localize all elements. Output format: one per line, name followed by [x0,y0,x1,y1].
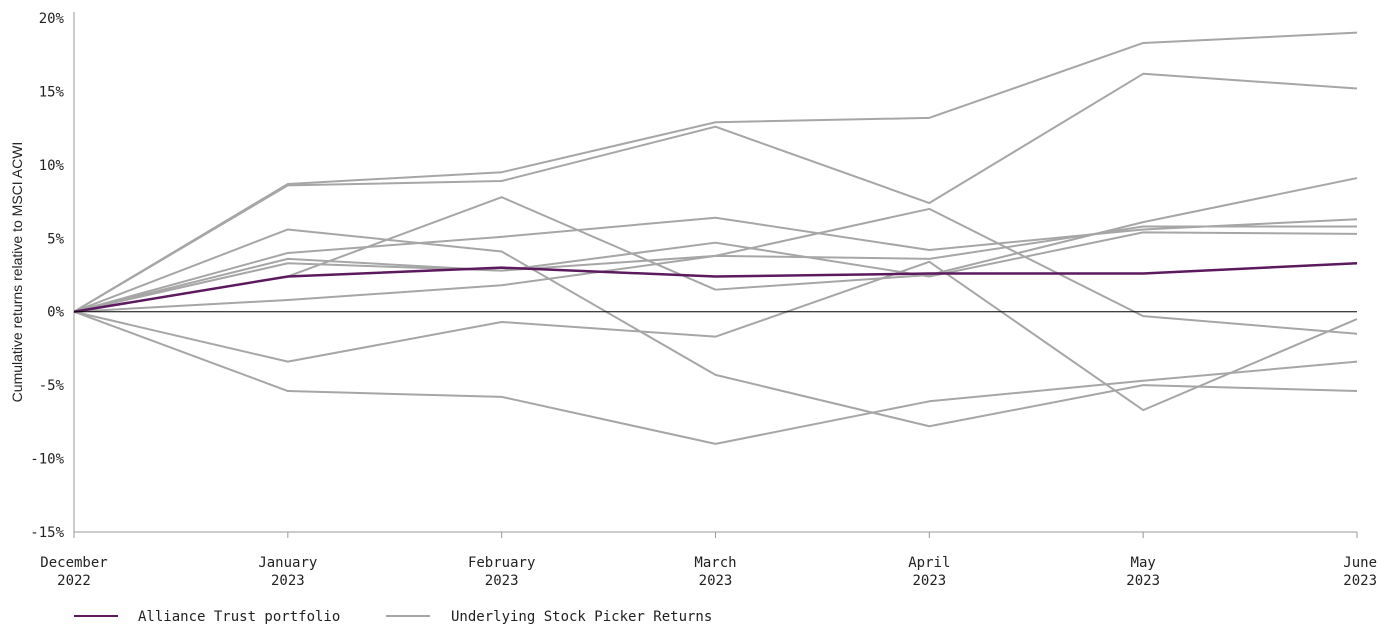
x-tick-label-year: 2023 [271,573,305,589]
legend-label-stock-pickers: Underlying Stock Picker Returns [451,609,712,625]
x-tick-label-year: 2023 [485,573,519,589]
y-tick-label: -10% [30,452,64,468]
y-tick-label: -5% [39,378,65,394]
y-axis-ticks: 20% 15% 10% 5% 0% -5% -10% -15% [30,11,64,541]
stock-picker-line-1 [73,31,1358,313]
stock-picker-line-6 [73,231,1358,313]
y-tick-label: -15% [30,525,64,541]
stock-picker-line-9 [73,260,1358,412]
x-tick-label-month: December [40,555,107,571]
y-tick-label: 5% [47,231,64,247]
x-tick-label-year: 2023 [912,573,946,589]
x-tick-label-year: 2023 [1126,573,1160,589]
legend-label-portfolio: Alliance Trust portfolio [138,609,340,625]
stock-picker-line-10 [73,310,1358,445]
x-axis-ticks: December 2022 January 2023 February 2023 March… [40,532,1377,589]
stock-picker-line-2 [73,72,1358,313]
y-tick-label: 0% [47,305,64,321]
stock-picker-line-4 [73,216,1358,313]
x-tick-label-month: April [908,555,950,571]
x-tick-label-year: 2023 [1343,573,1377,589]
x-tick-label-month: March [694,555,736,571]
y-tick-label: 10% [39,158,65,174]
x-tick-label-month: May [1131,555,1156,571]
x-tick-label-month: February [468,555,535,571]
legend: Alliance Trust portfolio Underlying Stoc… [74,609,712,625]
stock-picker-line-3 [73,228,1358,428]
y-axis-label: Cumulative returns relative to MSCI ACWI [9,142,25,403]
y-tick-label: 20% [39,11,65,27]
x-tick-label-month: January [258,555,317,571]
series-group [73,31,1358,445]
stock-picker-line-5 [73,225,1357,313]
y-tick-label: 15% [39,84,65,100]
stock-picker-line-8 [73,207,1358,335]
x-tick-label-year: 2022 [57,573,91,589]
portfolio-line [73,262,1358,313]
x-tick-label-month: June [1343,555,1377,571]
x-tick-label-year: 2023 [699,573,733,589]
